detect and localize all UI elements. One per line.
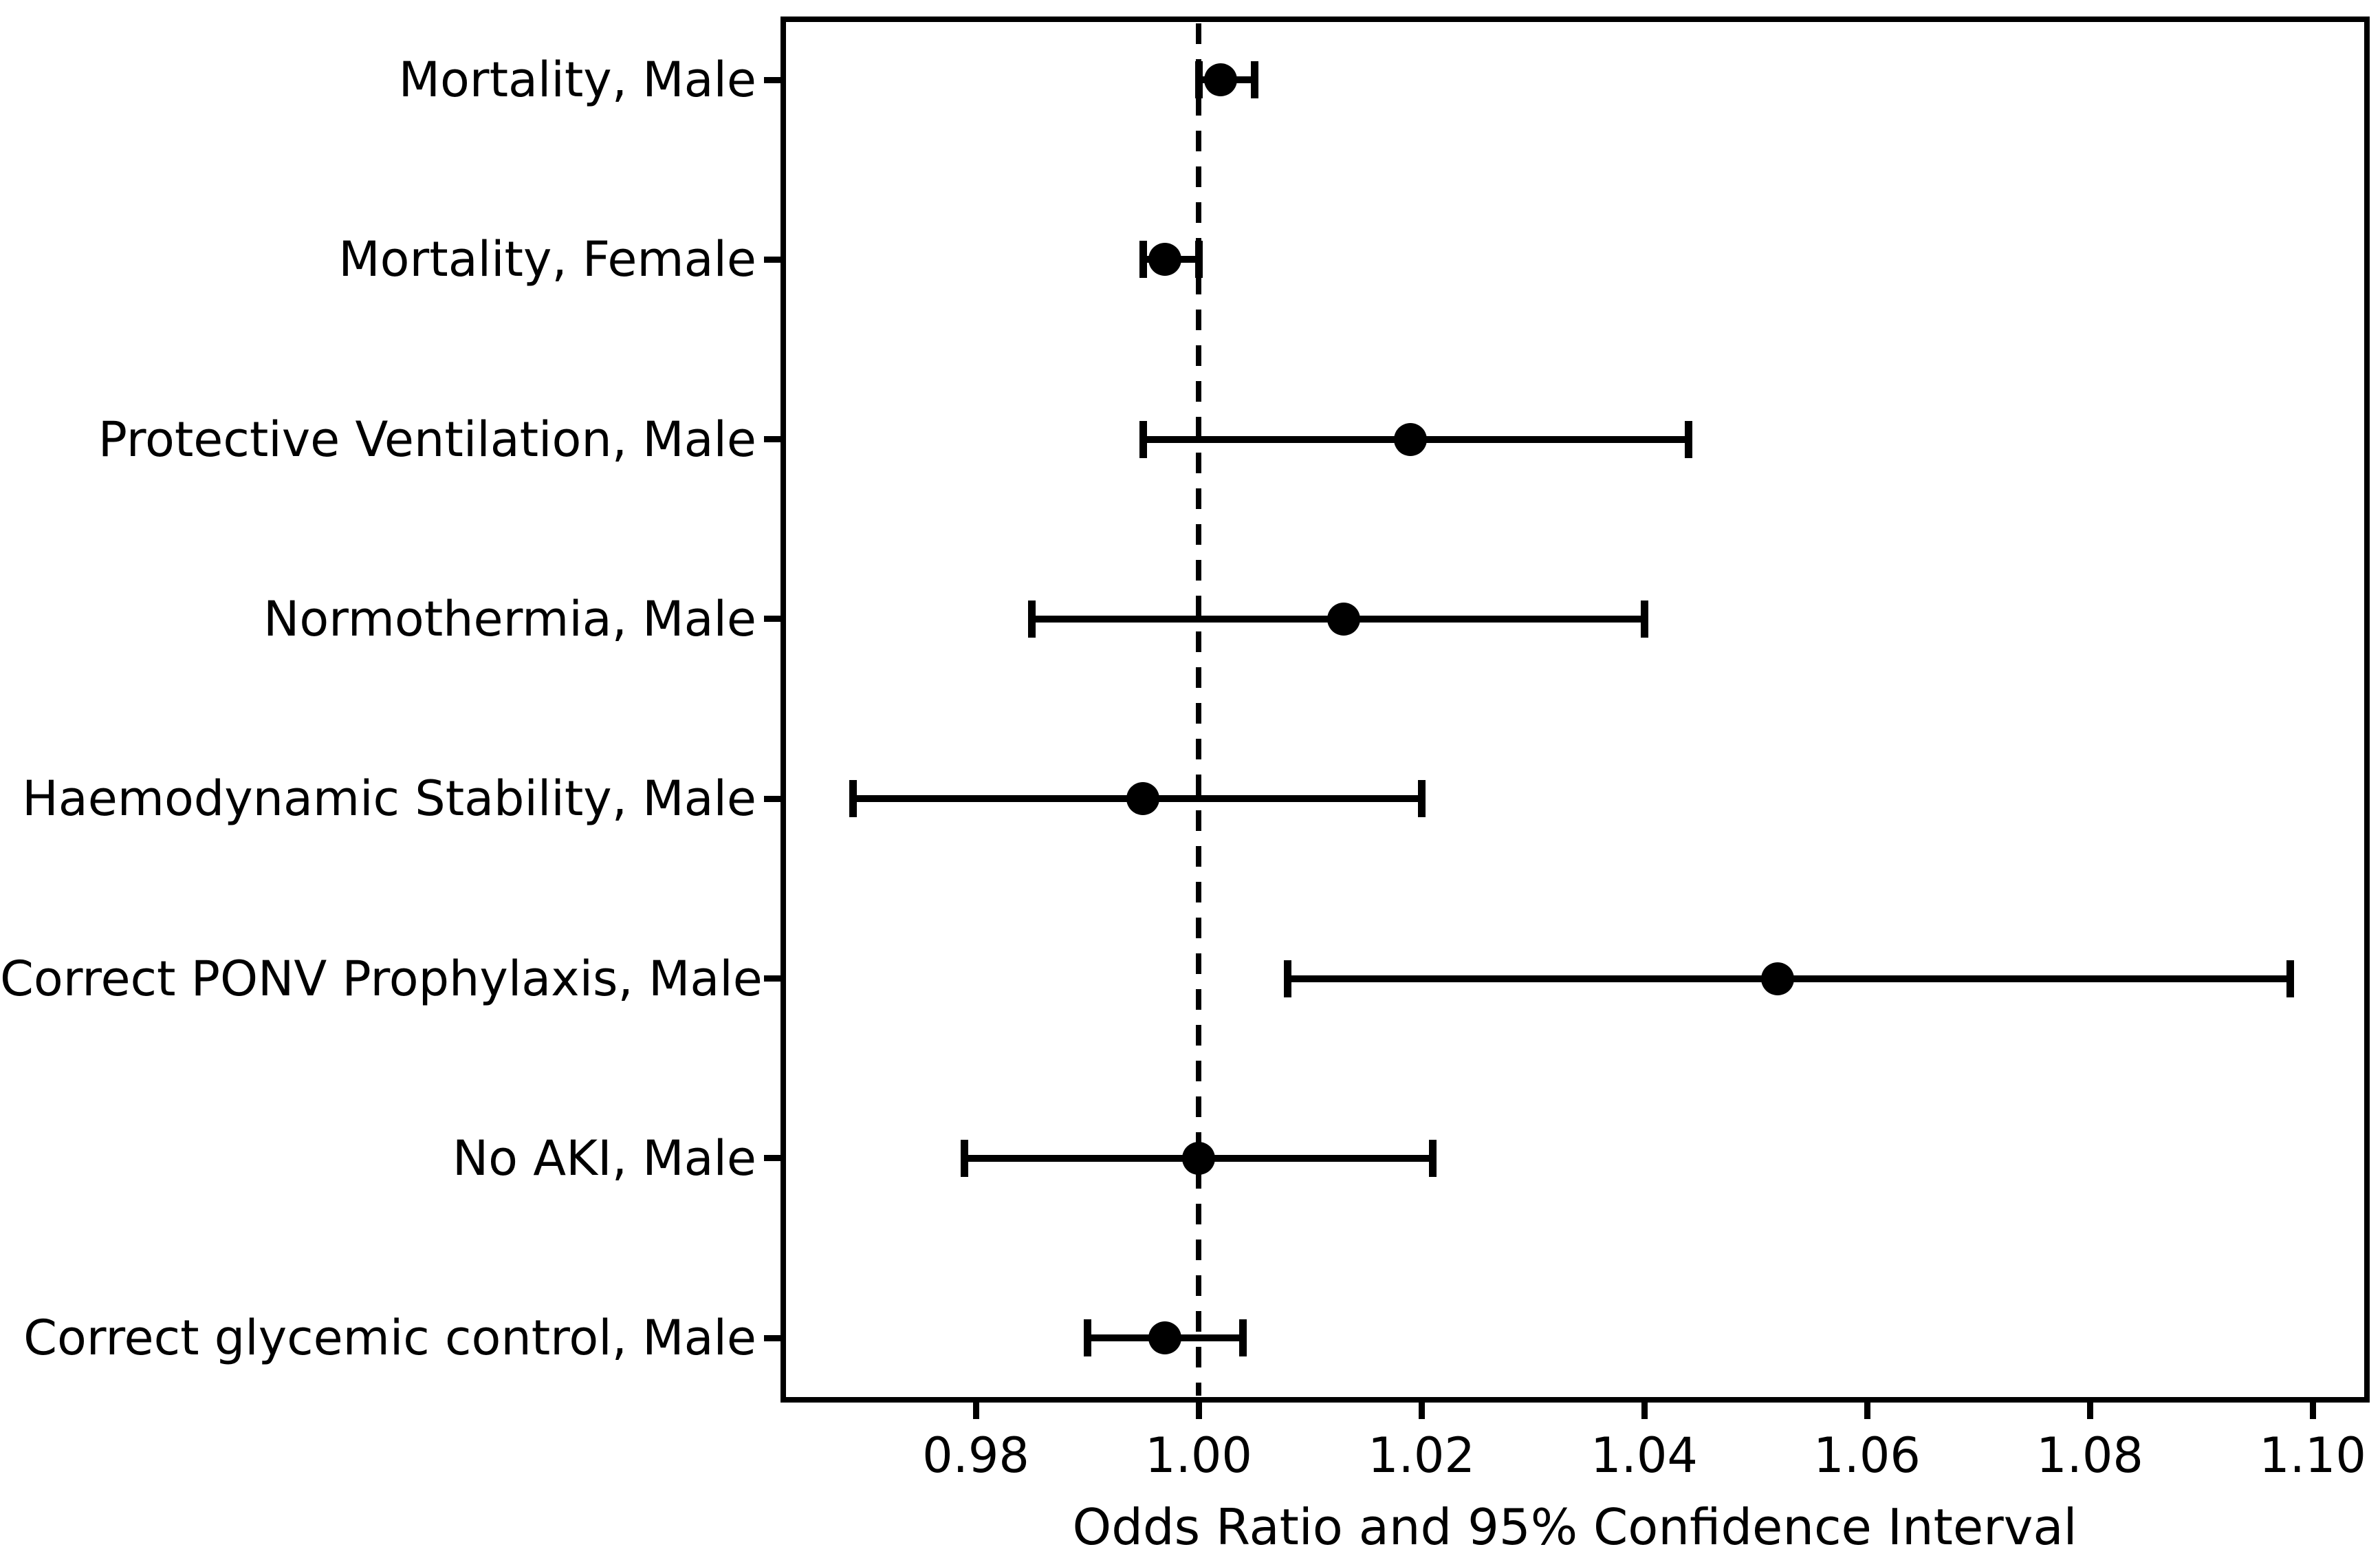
- ci-lower-cap: [1139, 241, 1147, 279]
- ci-lower-cap: [961, 1139, 969, 1177]
- x-tick-label: 1.10: [2259, 1427, 2366, 1484]
- ci-lower-cap: [1027, 600, 1036, 638]
- x-axis-tick: [2309, 1403, 2316, 1419]
- x-axis-tick: [1418, 1403, 1425, 1419]
- y-axis-tick: [764, 795, 780, 802]
- ci-upper-cap: [1250, 61, 1258, 98]
- y-axis-tick: [764, 1155, 780, 1162]
- odds-ratio-marker: [1393, 422, 1427, 456]
- category-label: No AKI, Male: [452, 1129, 756, 1187]
- category-label: Normothermia, Male: [263, 590, 756, 647]
- ci-lower-cap: [1194, 61, 1203, 98]
- odds-ratio-marker: [1148, 1321, 1182, 1355]
- odds-ratio-marker: [1204, 63, 1238, 96]
- category-label: Haemodynamic Stability, Male: [22, 770, 756, 827]
- x-axis-tick: [1195, 1403, 1202, 1419]
- category-label: Mortality, Female: [338, 231, 756, 288]
- odds-ratio-marker: [1327, 602, 1360, 636]
- ci-upper-cap: [1239, 1319, 1247, 1357]
- x-tick-label: 0.98: [922, 1427, 1029, 1484]
- x-tick-label: 1.00: [1145, 1427, 1252, 1484]
- x-axis-label: Odds Ratio and 95% Confidence Interval: [1072, 1498, 2077, 1556]
- ci-lower-cap: [1284, 960, 1292, 997]
- x-axis-tick: [1864, 1403, 1870, 1419]
- x-tick-label: 1.02: [1368, 1427, 1475, 1484]
- category-label: Correct PONV Prophylaxis, Male: [0, 950, 763, 1007]
- odds-ratio-marker: [1126, 782, 1159, 816]
- x-axis-tick: [2086, 1403, 2093, 1419]
- ci-lower-cap: [1083, 1319, 1091, 1357]
- ci-upper-cap: [1640, 600, 1648, 638]
- ci-upper-cap: [1194, 241, 1203, 279]
- y-axis-tick: [764, 76, 780, 83]
- ci-upper-cap: [1417, 780, 1426, 818]
- ci-lower-cap: [849, 780, 858, 818]
- category-label: Mortality, Male: [398, 52, 756, 108]
- y-axis-tick: [764, 1334, 780, 1341]
- plot-area: [780, 17, 2370, 1403]
- y-axis-tick: [764, 616, 780, 623]
- y-axis-tick: [764, 256, 780, 263]
- ci-upper-cap: [1428, 1139, 1437, 1177]
- ci-upper-cap: [2286, 960, 2295, 997]
- ci-lower-cap: [1139, 420, 1147, 458]
- x-tick-label: 1.06: [1813, 1427, 1921, 1484]
- y-axis-tick: [764, 436, 780, 443]
- reference-line-or-1: [1196, 23, 1201, 1396]
- odds-ratio-marker: [1761, 962, 1795, 995]
- category-label: Protective Ventilation, Male: [98, 411, 756, 468]
- odds-ratio-marker: [1182, 1141, 1215, 1175]
- odds-ratio-marker: [1148, 243, 1182, 277]
- ci-upper-cap: [1685, 420, 1693, 458]
- y-axis-tick: [764, 975, 780, 982]
- x-tick-label: 1.04: [1591, 1427, 1698, 1484]
- x-axis-tick: [972, 1403, 979, 1419]
- x-axis-tick: [1641, 1403, 1648, 1419]
- x-tick-label: 1.08: [2036, 1427, 2143, 1484]
- category-label: Correct glycemic control, Male: [23, 1310, 756, 1367]
